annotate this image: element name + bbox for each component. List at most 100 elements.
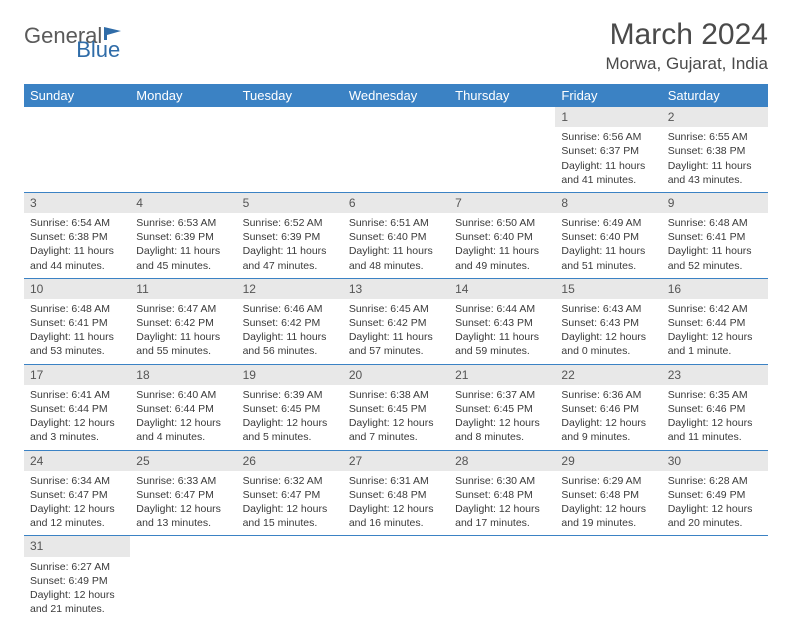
empty-cell bbox=[130, 107, 236, 192]
date-number: 6 bbox=[343, 193, 449, 213]
day-cell: 6Sunrise: 6:51 AMSunset: 6:40 PMDaylight… bbox=[343, 193, 449, 278]
sunrise-line: Sunrise: 6:50 AM bbox=[455, 216, 549, 230]
date-number: 27 bbox=[343, 451, 449, 471]
day-cell: 30Sunrise: 6:28 AMSunset: 6:49 PMDayligh… bbox=[662, 451, 768, 536]
location: Morwa, Gujarat, India bbox=[605, 54, 768, 74]
day-cell-body: Sunrise: 6:49 AMSunset: 6:40 PMDaylight:… bbox=[555, 213, 661, 278]
sunset-line: Sunset: 6:47 PM bbox=[243, 488, 337, 502]
empty-cell bbox=[555, 536, 661, 621]
day-header-wednesday: Wednesday bbox=[343, 84, 449, 107]
sunset-line: Sunset: 6:42 PM bbox=[243, 316, 337, 330]
daylight-line: Daylight: 12 hours and 20 minutes. bbox=[668, 502, 762, 530]
sunset-line: Sunset: 6:45 PM bbox=[243, 402, 337, 416]
date-number: 20 bbox=[343, 365, 449, 385]
daylight-line: Daylight: 11 hours and 45 minutes. bbox=[136, 244, 230, 272]
sunrise-line: Sunrise: 6:51 AM bbox=[349, 216, 443, 230]
sunrise-line: Sunrise: 6:37 AM bbox=[455, 388, 549, 402]
sunrise-line: Sunrise: 6:53 AM bbox=[136, 216, 230, 230]
week-row: 10Sunrise: 6:48 AMSunset: 6:41 PMDayligh… bbox=[24, 279, 768, 365]
date-number: 31 bbox=[24, 536, 130, 556]
day-cell: 21 Sunrise: 6:37 AMSunset: 6:45 PMDayligh… bbox=[449, 365, 555, 450]
sunset-line: Sunset: 6:38 PM bbox=[668, 144, 762, 158]
daylight-line: Daylight: 12 hours and 19 minutes. bbox=[561, 502, 655, 530]
day-cell-body: Sunrise: 6:47 AMSunset: 6:42 PMDaylight:… bbox=[130, 299, 236, 364]
date-number: 9 bbox=[662, 193, 768, 213]
sunset-line: Sunset: 6:40 PM bbox=[561, 230, 655, 244]
sunrise-line: Sunrise: 6:55 AM bbox=[668, 130, 762, 144]
day-cell: 1Sunrise: 6:56 AMSunset: 6:37 PMDaylight… bbox=[555, 107, 661, 192]
daylight-line: Daylight: 11 hours and 49 minutes. bbox=[455, 244, 549, 272]
date-number: 15 bbox=[555, 279, 661, 299]
header: GeneralBlue March 2024 Morwa, Gujarat, I… bbox=[24, 18, 768, 74]
day-cell: 17 Sunrise: 6:41 AMSunset: 6:44 PMDayligh… bbox=[24, 365, 130, 450]
sunset-line: Sunset: 6:45 PM bbox=[349, 402, 443, 416]
daylight-line: Daylight: 12 hours and 13 minutes. bbox=[136, 502, 230, 530]
date-number: 23 bbox=[662, 365, 768, 385]
day-cell-body: Sunrise: 6:44 AMSunset: 6:43 PMDaylight:… bbox=[449, 299, 555, 364]
day-cell: 10Sunrise: 6:48 AMSunset: 6:41 PMDayligh… bbox=[24, 279, 130, 364]
sunset-line: Sunset: 6:49 PM bbox=[668, 488, 762, 502]
week-row: 1Sunrise: 6:56 AMSunset: 6:37 PMDaylight… bbox=[24, 107, 768, 193]
day-cell-body: Sunrise: 6:40 AMSunset: 6:44 PMDaylight:… bbox=[130, 385, 236, 450]
daylight-line: Daylight: 12 hours and 5 minutes. bbox=[243, 416, 337, 444]
sunrise-line: Sunrise: 6:32 AM bbox=[243, 474, 337, 488]
sunrise-line: Sunrise: 6:34 AM bbox=[30, 474, 124, 488]
day-cell: 11Sunrise: 6:47 AMSunset: 6:42 PMDayligh… bbox=[130, 279, 236, 364]
daylight-line: Daylight: 12 hours and 7 minutes. bbox=[349, 416, 443, 444]
date-number: 24 bbox=[24, 451, 130, 471]
daylight-line: Daylight: 12 hours and 16 minutes. bbox=[349, 502, 443, 530]
day-cell-body: Sunrise: 6:33 AMSunset: 6:47 PMDaylight:… bbox=[130, 471, 236, 536]
date-number: 13 bbox=[343, 279, 449, 299]
day-cell-body: Sunrise: 6:45 AMSunset: 6:42 PMDaylight:… bbox=[343, 299, 449, 364]
daylight-line: Daylight: 12 hours and 0 minutes. bbox=[561, 330, 655, 358]
month-year: March 2024 bbox=[605, 18, 768, 52]
day-cell: 19Sunrise: 6:39 AMSunset: 6:45 PMDayligh… bbox=[237, 365, 343, 450]
date-number: 18 bbox=[130, 365, 236, 385]
day-cell-body: Sunrise: 6:30 AMSunset: 6:48 PMDaylight:… bbox=[449, 471, 555, 536]
sunset-line: Sunset: 6:47 PM bbox=[30, 488, 124, 502]
sunset-line: Sunset: 6:40 PM bbox=[349, 230, 443, 244]
day-cell-body: Sunrise: 6:36 AMSunset: 6:46 PMDaylight:… bbox=[555, 385, 661, 450]
daylight-line: Daylight: 12 hours and 1 minute. bbox=[668, 330, 762, 358]
day-cell: 4Sunrise: 6:53 AMSunset: 6:39 PMDaylight… bbox=[130, 193, 236, 278]
day-cell-body: Sunrise: 6:29 AMSunset: 6:48 PMDaylight:… bbox=[555, 471, 661, 536]
day-cell: 25Sunrise: 6:33 AMSunset: 6:47 PMDayligh… bbox=[130, 451, 236, 536]
sunset-line: Sunset: 6:44 PM bbox=[30, 402, 124, 416]
date-number: 21 bbox=[449, 365, 555, 385]
sunset-line: Sunset: 6:49 PM bbox=[30, 574, 124, 588]
day-header-saturday: Saturday bbox=[662, 84, 768, 107]
daylight-line: Daylight: 11 hours and 47 minutes. bbox=[243, 244, 337, 272]
day-cell-body: Sunrise: 6:48 AMSunset: 6:41 PMDaylight:… bbox=[662, 213, 768, 278]
calendar-grid: 1Sunrise: 6:56 AMSunset: 6:37 PMDaylight… bbox=[24, 107, 768, 621]
date-number: 17 bbox=[24, 365, 130, 385]
sunset-line: Sunset: 6:39 PM bbox=[136, 230, 230, 244]
sunrise-line: Sunrise: 6:43 AM bbox=[561, 302, 655, 316]
daylight-line: Daylight: 12 hours and 3 minutes. bbox=[30, 416, 124, 444]
daylight-line: Daylight: 12 hours and 12 minutes. bbox=[30, 502, 124, 530]
day-cell: 24 Sunrise: 6:34 AMSunset: 6:47 PMDayligh… bbox=[24, 451, 130, 536]
sunset-line: Sunset: 6:42 PM bbox=[136, 316, 230, 330]
day-cell: 7Sunrise: 6:50 AMSunset: 6:40 PMDaylight… bbox=[449, 193, 555, 278]
sunset-line: Sunset: 6:43 PM bbox=[561, 316, 655, 330]
sunrise-line: Sunrise: 6:38 AM bbox=[349, 388, 443, 402]
day-cell-body: Sunrise: 6:55 AMSunset: 6:38 PMDaylight:… bbox=[662, 127, 768, 192]
sunrise-line: Sunrise: 6:48 AM bbox=[30, 302, 124, 316]
sunset-line: Sunset: 6:46 PM bbox=[561, 402, 655, 416]
sunset-line: Sunset: 6:48 PM bbox=[455, 488, 549, 502]
daylight-line: Daylight: 11 hours and 41 minutes. bbox=[561, 159, 655, 187]
sunset-line: Sunset: 6:47 PM bbox=[136, 488, 230, 502]
date-number: 26 bbox=[237, 451, 343, 471]
daylight-line: Daylight: 12 hours and 8 minutes. bbox=[455, 416, 549, 444]
empty-cell bbox=[237, 536, 343, 621]
daylight-line: Daylight: 12 hours and 15 minutes. bbox=[243, 502, 337, 530]
empty-cell bbox=[24, 107, 130, 192]
daylight-line: Daylight: 11 hours and 59 minutes. bbox=[455, 330, 549, 358]
sunrise-line: Sunrise: 6:31 AM bbox=[349, 474, 443, 488]
day-cell: 20 Sunrise: 6:38 AMSunset: 6:45 PMDayligh… bbox=[343, 365, 449, 450]
day-cell-body: Sunrise: 6:51 AMSunset: 6:40 PMDaylight:… bbox=[343, 213, 449, 278]
date-number: 22 bbox=[555, 365, 661, 385]
daylight-line: Daylight: 11 hours and 43 minutes. bbox=[668, 159, 762, 187]
sunrise-line: Sunrise: 6:39 AM bbox=[243, 388, 337, 402]
sunrise-line: Sunrise: 6:41 AM bbox=[30, 388, 124, 402]
sunset-line: Sunset: 6:45 PM bbox=[455, 402, 549, 416]
